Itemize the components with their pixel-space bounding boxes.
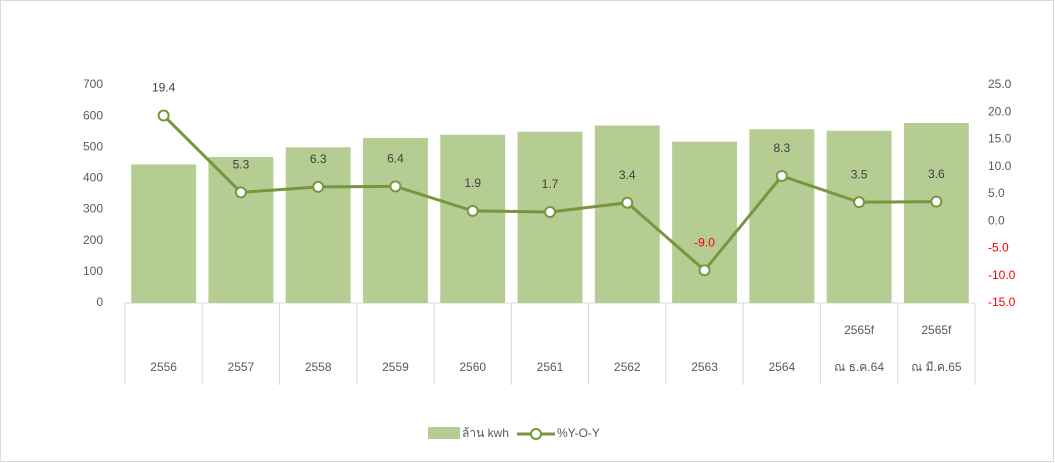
line-marker [775,170,788,183]
bar [131,164,197,303]
y2-tick-label: 10.0 [988,159,1012,173]
data-label: 6.4 [387,152,404,166]
x-tick-label: 2562 [614,360,641,374]
x-tick-label: 2565f [921,323,952,337]
bar [672,141,737,303]
line-marker [698,264,711,277]
x-tick-label: 2559 [382,360,409,374]
y-tick-label: 100 [83,264,103,278]
line-marker [544,205,556,218]
line-marker [930,195,943,208]
y-tick-label: 0 [96,295,103,309]
bar [826,130,892,303]
y-tick-label: 300 [83,202,103,216]
y-tick-label: 200 [83,233,103,247]
legend-swatch [428,427,460,439]
legend-marker [530,428,542,440]
x-tick-label: 2560 [459,360,486,374]
x-tick-label: 2563 [691,360,718,374]
legend-label: %Y-O-Y [557,426,600,440]
bar [363,137,428,303]
x-tick-label: 2561 [537,360,564,374]
y2-tick-label: 20.0 [988,104,1012,118]
bar [208,156,274,303]
line-marker [157,109,170,122]
y2-tick-label: -5.0 [988,241,1009,255]
data-label: 6.3 [310,152,327,166]
y2-tick-label: 25.0 [988,77,1012,91]
bar [903,122,969,303]
x-tick-label: 2557 [228,360,255,374]
line-marker [466,204,479,217]
line-marker [389,180,402,193]
data-label: 3.4 [619,168,636,182]
y2-tick-label: 15.0 [988,132,1012,146]
data-label: 1.9 [464,176,481,190]
data-label: 19.4 [152,81,176,95]
x-tick-label: ณ มี.ค.65 [911,360,962,374]
data-label: 8.3 [773,141,790,155]
y2-tick-label: -15.0 [988,295,1016,309]
y-tick-label: 400 [83,171,103,185]
y-tick-label: 600 [83,108,103,122]
y2-tick-label: -10.0 [988,268,1016,282]
x-tick-label: ณ ธ.ค.64 [834,360,884,374]
data-label: 5.3 [233,158,250,172]
y-tick-label: 700 [83,77,103,91]
legend-label: ล้าน kwh [462,426,509,440]
data-label: 1.7 [542,177,559,191]
bar [749,129,815,303]
y2-tick-label: 0.0 [988,213,1005,227]
bar [440,134,506,303]
x-tick-label: 2558 [305,360,332,374]
bar [285,147,351,303]
line-marker [312,180,325,193]
x-tick-label: 2564 [768,360,795,374]
data-label: -9.0 [694,235,715,249]
data-label: 3.5 [851,167,868,181]
x-tick-label: 2565f [844,323,875,337]
x-tick-label: 2556 [150,360,177,374]
line-marker [234,186,247,199]
line-marker [621,196,634,209]
data-label: 3.6 [928,167,945,181]
bar [594,125,660,303]
y-tick-label: 500 [83,139,103,153]
y2-tick-label: 5.0 [988,186,1005,200]
line-marker [853,196,866,209]
